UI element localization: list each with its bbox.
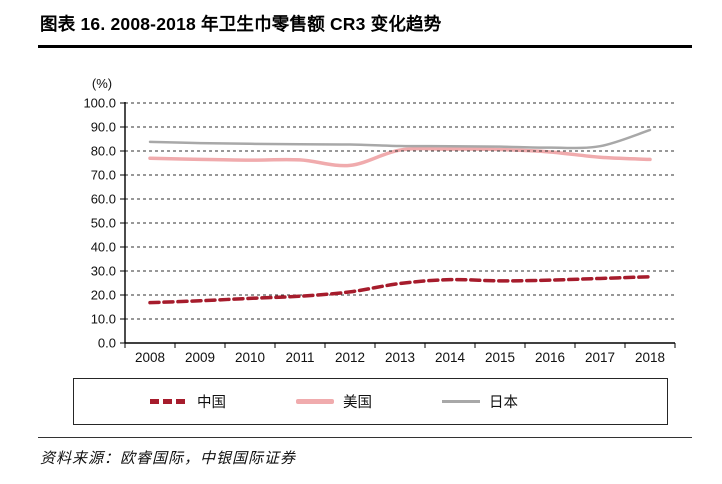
legend-item-china: 中国: [150, 391, 226, 412]
axis-label: 2015: [485, 350, 515, 365]
axis-label: 2013: [385, 350, 415, 365]
axis-label: 90.0: [91, 120, 116, 135]
legend-label-japan: 日本: [489, 395, 518, 411]
axis-label: 30.0: [91, 264, 116, 279]
china-dashed-line-swatch: [150, 399, 188, 404]
figure-title: 图表 16. 2008-2018 年卫生巾零售额 CR3 变化趋势: [40, 14, 442, 34]
japan-solid-line-swatch: [442, 400, 480, 403]
axis-label: 2011: [285, 350, 314, 365]
axis-label: 2008: [135, 350, 165, 365]
axis-label: (%): [92, 76, 112, 91]
series-line-美国: [148, 146, 652, 168]
axis-label: 2017: [585, 350, 615, 365]
series-line-日本: [148, 128, 652, 150]
axis-label: 2012: [335, 350, 365, 365]
legend-label-usa: 美国: [343, 395, 372, 411]
axis-label: 2009: [185, 350, 215, 365]
axis-label: 100.0: [83, 96, 116, 111]
chart-legend: 中国 美国 日本: [73, 378, 668, 425]
axis-label: 50.0: [91, 216, 116, 231]
usa-solid-line-swatch: [296, 399, 334, 404]
axis-label: 2014: [435, 350, 466, 365]
legend-label-china: 中国: [197, 395, 226, 411]
axis-label: 2010: [235, 350, 265, 365]
axis-label: 2016: [535, 350, 565, 365]
source-note: 资料来源：欧睿国际，中银国际证券: [40, 451, 297, 467]
source-divider: [38, 437, 692, 439]
axis-label: 10.0: [91, 312, 116, 327]
axis-label: 20.0: [91, 288, 116, 303]
title-divider: [38, 45, 692, 48]
axis-label: 70.0: [91, 168, 116, 183]
line-chart-canvas: 0.0 10.0 20.0 30.0 40.0 50.0 60.0 70.0 80.0 90.0 1…: [83, 76, 676, 365]
legend-item-usa: 美国: [296, 391, 372, 412]
axis-label: 60.0: [91, 192, 116, 207]
axis-label: 0.0: [98, 336, 116, 351]
axis-label: 80.0: [91, 144, 116, 159]
axis-label: 2018: [635, 350, 665, 365]
legend-item-japan: 日本: [442, 391, 518, 412]
axis-label: 40.0: [91, 240, 116, 255]
series-line-中国: [148, 275, 652, 305]
